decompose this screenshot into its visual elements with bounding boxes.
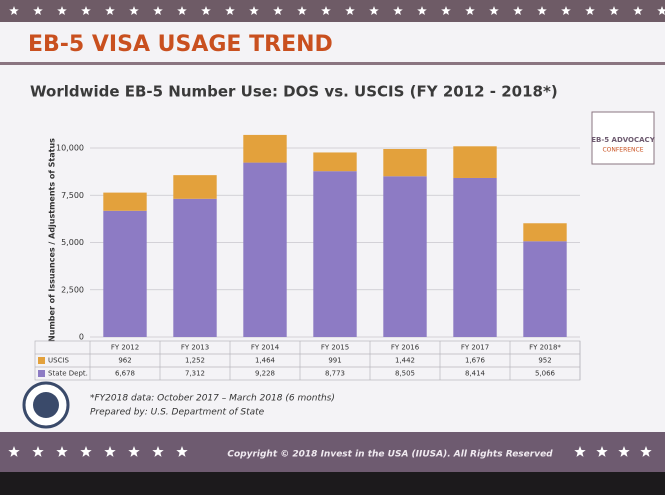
x-tick-label: FY 2014 [251,344,280,352]
x-tick-label: FY 2017 [461,344,489,352]
bar-segment [313,171,357,337]
top-band [0,0,665,22]
star [32,446,44,457]
star [8,446,20,457]
star [152,446,164,457]
star [657,6,665,15]
bar-segment [383,176,427,337]
x-tick-label: FY 2012 [111,344,139,352]
x-tick-label: FY 2018* [529,344,561,352]
data-label: 6,678 [115,370,135,378]
footnote: *FY2018 data: October 2017 – March 2018 … [90,394,335,404]
bar-segment [103,210,147,337]
logo-box [591,111,655,165]
bar-segment [103,192,147,211]
data-label: 8,505 [395,370,415,378]
bar-segment [453,146,497,178]
x-tick-label: FY 2015 [321,344,349,352]
legend-label: USCIS [48,357,70,365]
chart-title: Worldwide EB-5 Number Use: DOS vs. USCIS… [30,83,558,101]
copyright: Copyright © 2018 Invest in the USA (IIUS… [227,450,553,460]
data-label: 8,773 [325,370,345,378]
data-label: 5,066 [535,370,556,378]
data-label: 1,676 [465,357,486,365]
seal-center [33,392,59,418]
star [201,6,211,15]
bar-segment [523,223,567,242]
star [297,6,307,15]
legend-swatch [38,357,45,364]
data-label: 8,414 [465,370,486,378]
header-rule [0,62,665,65]
data-label: 991 [328,357,341,365]
y-tick-label: 10,000 [56,144,84,153]
y-tick-label: 0 [79,333,84,342]
star [585,6,595,15]
logo-line: EB-5 ADVOCACY [591,136,655,144]
star [574,446,586,457]
star [81,6,91,15]
star [393,6,403,15]
logo-line: CONFERENCE [602,147,643,154]
star [129,6,139,15]
star [273,6,283,15]
header: EB-5 VISA USAGE TREND [28,32,333,57]
bar-segment [243,162,287,337]
star [177,6,187,15]
star [513,6,523,15]
star [57,6,67,15]
star [596,446,608,457]
star [640,446,652,457]
legend-swatch [38,370,45,377]
star [345,6,355,15]
star [369,6,379,15]
source: Prepared by: U.S. Department of State [90,408,265,418]
star [176,446,188,457]
data-label: 1,464 [255,357,276,365]
star [465,6,475,15]
star [489,6,499,15]
star [80,446,92,457]
star [417,6,427,15]
bar-segment [313,152,357,172]
star [633,6,643,15]
y-tick-label: 7,500 [61,191,84,200]
data-label: 7,312 [185,370,205,378]
star [128,446,140,457]
data-label: 962 [118,357,131,365]
star [249,6,259,15]
star [441,6,451,15]
star [153,6,163,15]
y-tick-label: 5,000 [61,238,84,247]
star [104,446,116,457]
x-tick-label: FY 2013 [181,344,209,352]
bar-segment [453,177,497,337]
star [56,446,68,457]
star [561,6,571,15]
star [33,6,43,15]
bar-segment [383,149,427,177]
star [321,6,331,15]
star [618,446,630,457]
bar-segment [523,241,567,337]
data-label: 952 [538,357,551,365]
y-tick-label: 2,500 [61,285,84,294]
bar-segment [173,175,217,199]
star [105,6,115,15]
data-label: 1,442 [395,357,415,365]
y-axis-label: Number of Issuances / Adjustments of Sta… [48,138,57,342]
bar-segment [173,198,217,337]
legend-label: State Dept. [48,370,88,378]
star [537,6,547,15]
bar-segment [243,134,287,163]
data-label: 9,228 [255,370,275,378]
star [225,6,235,15]
data-label: 1,252 [185,357,205,365]
x-tick-label: FY 2016 [391,344,420,352]
star [609,6,619,15]
star [9,6,19,15]
